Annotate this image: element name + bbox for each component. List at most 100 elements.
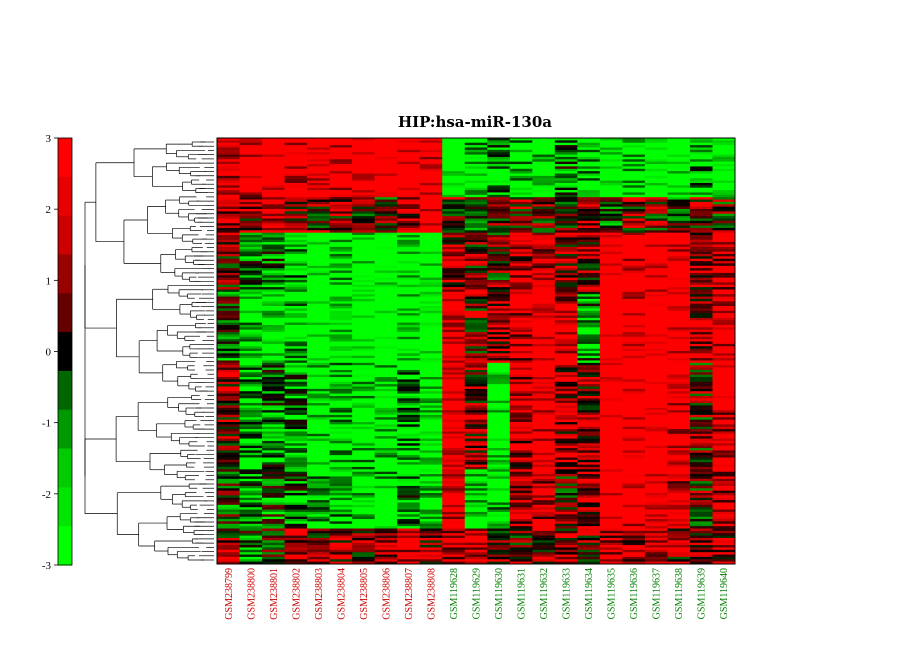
heatmap-cell bbox=[644, 469, 668, 473]
heatmap-cell bbox=[644, 547, 668, 551]
heatmap-cell bbox=[262, 237, 285, 241]
heatmap-cell bbox=[712, 308, 736, 312]
heatmap-cell bbox=[577, 542, 601, 546]
heatmap-cell bbox=[239, 168, 263, 172]
heatmap-cell bbox=[644, 381, 668, 385]
heatmap-cell bbox=[622, 149, 646, 153]
heatmap-cell bbox=[689, 287, 713, 290]
heatmap-cell bbox=[532, 244, 556, 248]
heatmap-cell bbox=[554, 329, 578, 333]
heatmap-cell bbox=[689, 218, 713, 222]
heatmap-cell bbox=[712, 237, 736, 241]
heatmap-cell bbox=[239, 270, 263, 274]
heatmap-cell bbox=[622, 374, 646, 378]
heatmap-cell bbox=[464, 516, 488, 520]
heatmap-cell bbox=[307, 244, 331, 248]
heatmap-cell bbox=[397, 268, 421, 271]
heatmap-cell bbox=[239, 149, 263, 153]
heatmap-cell bbox=[577, 339, 601, 342]
heatmap-cell bbox=[397, 424, 421, 428]
heatmap-cell bbox=[554, 149, 578, 153]
heatmap-cell bbox=[217, 142, 240, 146]
heatmap-cell bbox=[509, 313, 533, 316]
heatmap-cell bbox=[532, 514, 556, 518]
heatmap-cell bbox=[599, 320, 623, 323]
heatmap-cell bbox=[712, 410, 736, 413]
heatmap-cell bbox=[442, 178, 466, 181]
heatmap-cell bbox=[622, 159, 646, 163]
heatmap-cell bbox=[554, 561, 578, 565]
heatmap-cell bbox=[419, 341, 443, 345]
heatmap-cell bbox=[419, 204, 443, 208]
heatmap-cell bbox=[419, 175, 443, 179]
heatmap-cell bbox=[262, 329, 285, 333]
heatmap-cell bbox=[689, 145, 713, 148]
heatmap-cell bbox=[599, 526, 623, 529]
heatmap-cell bbox=[487, 258, 511, 262]
heatmap-cell bbox=[329, 142, 353, 146]
heatmap-cell bbox=[419, 448, 443, 451]
heatmap-cell bbox=[374, 466, 398, 470]
heatmap-cell bbox=[712, 429, 736, 432]
heatmap-cell bbox=[307, 268, 331, 271]
heatmap-cell bbox=[622, 426, 646, 430]
heatmap-cell bbox=[464, 457, 488, 461]
heatmap-cell bbox=[509, 414, 533, 418]
heatmap-cell bbox=[622, 381, 646, 385]
heatmap-cell bbox=[307, 303, 331, 307]
heatmap-cell bbox=[374, 256, 398, 260]
heatmap-cell bbox=[509, 261, 533, 264]
heatmap-cell bbox=[689, 405, 713, 409]
heatmap-cell bbox=[667, 341, 691, 345]
heatmap-cell bbox=[284, 493, 308, 496]
heatmap-cell bbox=[599, 523, 623, 527]
heatmap-cell bbox=[532, 369, 556, 373]
heatmap-cell bbox=[397, 466, 421, 470]
column-label: GSM238801 bbox=[269, 568, 280, 620]
heatmap-cell bbox=[689, 422, 713, 425]
heatmap-cell bbox=[599, 206, 623, 210]
heatmap-cell bbox=[712, 360, 736, 364]
heatmap-cell bbox=[329, 455, 353, 458]
heatmap-cell bbox=[622, 369, 646, 373]
heatmap-cell bbox=[487, 341, 511, 345]
heatmap-cell bbox=[532, 426, 556, 430]
heatmap-cell bbox=[644, 187, 668, 191]
heatmap-cell bbox=[239, 261, 263, 264]
heatmap-cell bbox=[307, 476, 331, 480]
heatmap-cell bbox=[352, 412, 376, 416]
heatmap-cell bbox=[352, 324, 376, 328]
heatmap-cell bbox=[217, 320, 240, 323]
heatmap-cell bbox=[532, 308, 556, 312]
heatmap-cell bbox=[712, 315, 736, 319]
heatmap-cell bbox=[262, 244, 285, 248]
heatmap-cell bbox=[487, 253, 511, 257]
heatmap-cell bbox=[509, 353, 533, 357]
heatmap-cell bbox=[442, 410, 466, 413]
heatmap-cell bbox=[532, 521, 556, 525]
heatmap-cell bbox=[712, 537, 736, 541]
heatmap-cell bbox=[599, 343, 623, 347]
heatmap-cell bbox=[554, 152, 578, 155]
heatmap-cell bbox=[217, 230, 240, 234]
heatmap-cell bbox=[262, 182, 285, 186]
heatmap-cell bbox=[352, 329, 376, 333]
heatmap-cell bbox=[419, 542, 443, 546]
heatmap-cell bbox=[352, 422, 376, 425]
heatmap-cell bbox=[239, 533, 263, 536]
heatmap-cell bbox=[442, 161, 466, 165]
heatmap-cell bbox=[622, 239, 646, 243]
heatmap-cell bbox=[487, 251, 511, 255]
heatmap-cell bbox=[262, 424, 285, 428]
heatmap-cell bbox=[464, 275, 488, 279]
heatmap-cell bbox=[689, 523, 713, 527]
heatmap-cell bbox=[284, 530, 308, 534]
heatmap-cell bbox=[464, 201, 488, 205]
heatmap-cell bbox=[262, 306, 285, 309]
heatmap-cell bbox=[397, 372, 421, 376]
heatmap-cell bbox=[464, 440, 488, 444]
heatmap-cell bbox=[464, 438, 488, 442]
heatmap-cell bbox=[689, 142, 713, 146]
heatmap-cell bbox=[284, 324, 308, 328]
heatmap-cell bbox=[577, 471, 601, 475]
